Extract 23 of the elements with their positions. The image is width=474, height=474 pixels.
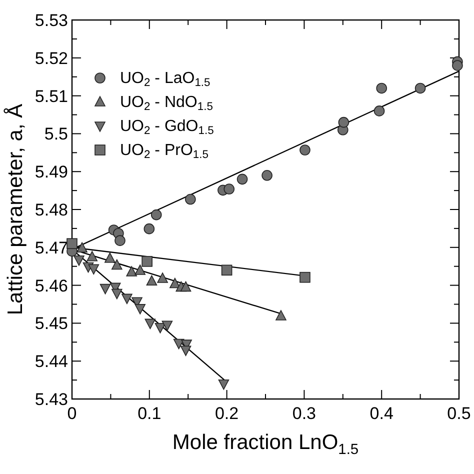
legend-label: UO$_{2}$ - PrO$_{1.5}$	[120, 142, 208, 162]
y-tick-label: 5.43	[34, 390, 68, 409]
y-tick-label: 5.49	[34, 162, 68, 182]
y-tick-label: 5.51	[34, 86, 68, 106]
x-axis-title: Mole fraction LnO$_{1.5}$	[172, 431, 359, 458]
y-tick-label: 5.46	[34, 276, 68, 296]
x-tick-label: 0.5	[447, 404, 471, 423]
legend-label: UO$_{2}$ - NdO$_{1.5}$	[120, 94, 213, 114]
y-tick-label: 5.47	[34, 238, 68, 258]
x-tick-label: 0	[67, 404, 77, 423]
y-tick-label: 5.44	[34, 352, 68, 372]
y-tick-label: 5.48	[34, 200, 68, 220]
y-tick-label: 5.52	[34, 48, 68, 68]
y-tick-label: 5.5	[44, 124, 68, 144]
x-tick-label: 0.4	[370, 404, 394, 423]
x-tick-label: 0.1	[138, 404, 162, 423]
x-tick-label: 0.3	[292, 404, 316, 423]
y-tick-label: 5.45	[34, 314, 68, 334]
y-axis-title: Lattice parameter, a, Å	[3, 104, 27, 316]
legend-label: UO$_{2}$ - LaO$_{1.5}$	[120, 70, 210, 90]
legend-label: UO$_{2}$ - GdO$_{1.5}$	[120, 118, 214, 138]
y-tick-label: 5.53	[34, 11, 68, 30]
x-tick-label: 0.2	[214, 404, 239, 423]
